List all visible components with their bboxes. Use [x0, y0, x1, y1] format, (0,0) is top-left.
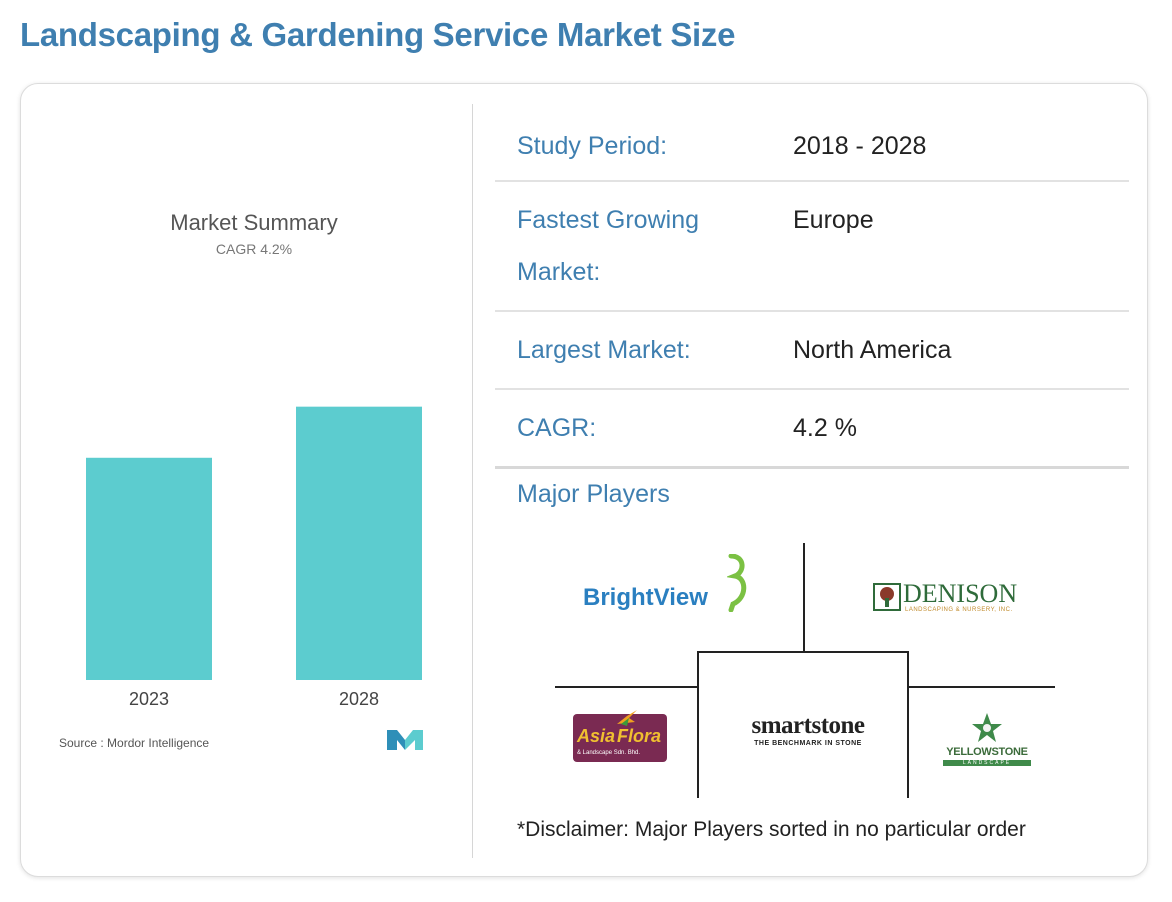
disclaimer-text: *Disclaimer: Major Players sorted in no …	[517, 818, 1026, 841]
study-period-row: Study Period: 2018 - 2028	[495, 116, 1129, 182]
page-title: Landscaping & Gardening Service Market S…	[20, 16, 736, 53]
denison-logo-subtext: LANDSCAPING & NURSERY, INC.	[905, 607, 1013, 613]
brightview-logo-text: BrightView	[583, 584, 708, 611]
grid-line	[697, 651, 909, 653]
x-tick-label-2023: 2023	[129, 689, 169, 709]
yellowstone-logo: YELLOWSTONE LANDSCAPE	[939, 712, 1035, 772]
market-summary-card: Market Summary CAGR 4.2% 2023 2028 Source…	[20, 83, 1148, 877]
chart-title: Market Summary	[170, 210, 338, 235]
market-summary-chart: 2023 2028	[86, 406, 422, 709]
largest-market-value: North America	[793, 336, 952, 364]
asiaflora-logo-subtext: & Landscape Sdn. Bhd.	[577, 750, 641, 756]
grid-line	[555, 686, 697, 688]
yellowstone-star-icon	[972, 713, 1002, 742]
study-period-value: 2018 - 2028	[793, 132, 927, 160]
asiaflora-logo: Asia Flora & Landscape Sdn. Bhd.	[573, 710, 667, 762]
source-note: Source : Mordor Intelligence	[59, 736, 210, 750]
grid-line	[803, 543, 805, 651]
bar-2023	[86, 457, 212, 680]
chart-subtitle: CAGR 4.2%	[215, 241, 293, 257]
mordor-intelligence-logo-icon	[387, 730, 423, 750]
yellowstone-logo-subtext: LANDSCAPE	[943, 760, 1031, 766]
grid-line	[907, 651, 909, 798]
fastest-growing-value: Europe	[793, 206, 874, 234]
smartstone-logo-subtext: THE BENCHMARK IN STONE	[754, 740, 862, 747]
major-players-title: Major Players	[517, 480, 670, 508]
largest-market-label: Largest Market:	[517, 336, 691, 364]
largest-market-row: Largest Market: North America	[495, 312, 1129, 390]
grid-line	[909, 686, 1055, 688]
grid-line	[697, 651, 699, 798]
bird-of-paradise-icon	[617, 710, 637, 726]
denison-logo: DENISON LANDSCAPING & NURSERY, INC.	[873, 579, 1033, 621]
brightview-logo: BrightView	[581, 554, 761, 614]
bar-2028	[296, 406, 422, 680]
fastest-growing-label-line2: Market:	[517, 258, 601, 286]
study-period-label: Study Period:	[517, 132, 668, 160]
denison-logo-text: DENISON	[903, 579, 1018, 608]
panel-divider	[472, 104, 473, 858]
yellowstone-logo-text: YELLOWSTONE	[946, 746, 1028, 758]
asiaflora-logo-text-2: Flora	[617, 726, 662, 746]
cagr-value: 4.2 %	[793, 414, 857, 442]
cagr-row: CAGR: 4.2 %	[495, 390, 1129, 469]
asiaflora-logo-text-1: Asia	[577, 726, 616, 746]
x-tick-label-2028: 2028	[339, 689, 379, 709]
cagr-label: CAGR:	[517, 414, 597, 442]
denison-tree-icon	[873, 583, 901, 611]
fastest-growing-label-line1: Fastest Growing	[517, 206, 700, 234]
fastest-growing-row: Fastest Growing Market: Europe	[495, 182, 1129, 312]
brightview-leaf-icon	[727, 554, 747, 612]
smartstone-logo: smartstone THE BENCHMARK IN STONE	[733, 712, 883, 752]
smartstone-logo-text: smartstone	[751, 712, 865, 739]
